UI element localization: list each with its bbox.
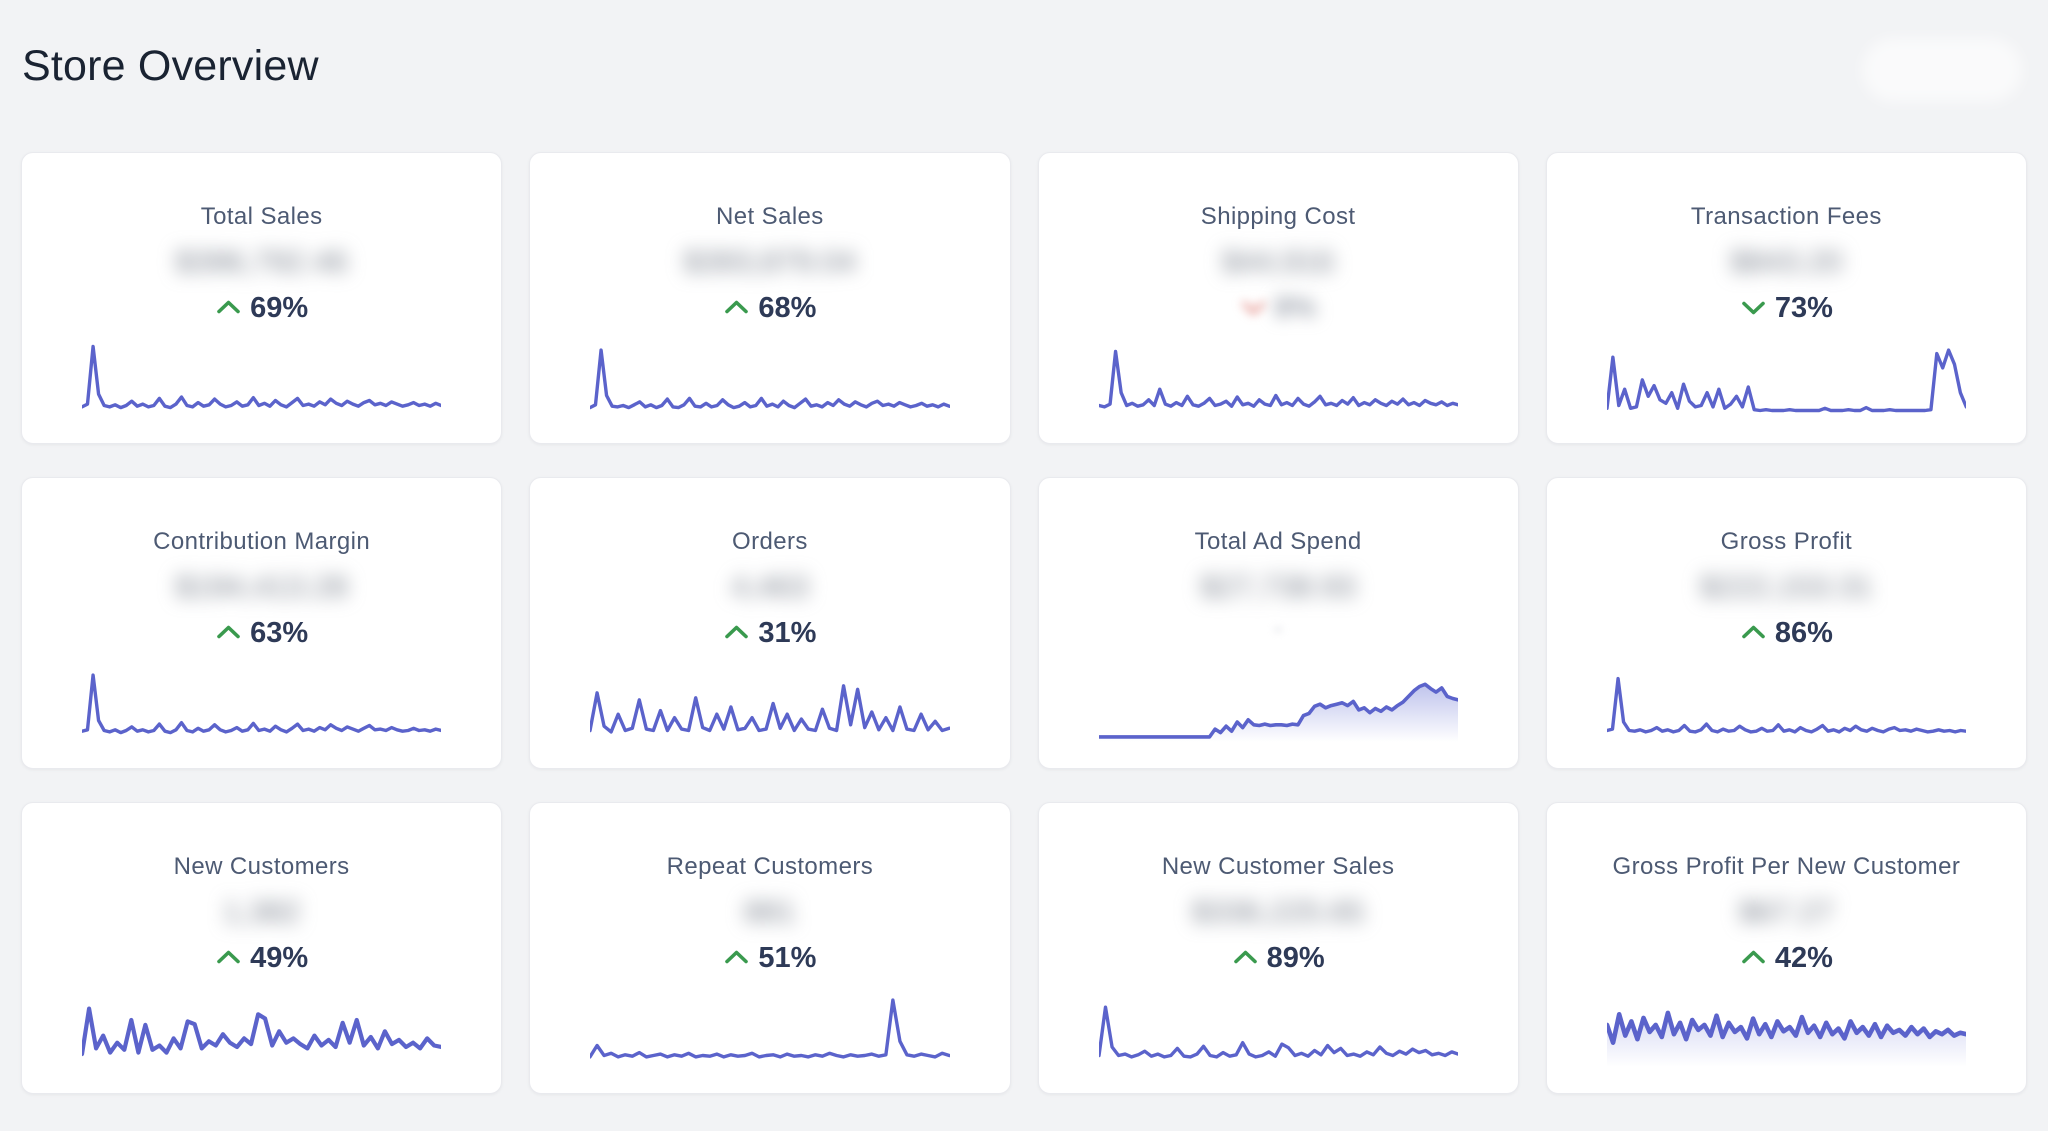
sparkline-chart xyxy=(1098,339,1458,417)
metric-change: 68% xyxy=(530,292,1009,325)
metric-card-orders[interactable]: Orders 4,463 31% xyxy=(529,477,1011,769)
metric-card-new-customers[interactable]: New Customers 1,382 49% xyxy=(21,802,503,1094)
change-arrow-up-icon xyxy=(215,292,242,325)
metric-card-title: Total Ad Spend xyxy=(1194,528,1362,555)
metric-change: 69% xyxy=(22,292,501,325)
metric-card-value-blurred: $222,153.31 xyxy=(1700,569,1873,604)
metric-card-value-blurred: 881 xyxy=(744,894,796,929)
metric-card-title: Total Sales xyxy=(200,203,323,230)
metric-card-total-sales[interactable]: Total Sales $396,792.46 69% xyxy=(21,152,503,444)
metric-card-repeat-customers[interactable]: Repeat Customers 881 51% xyxy=(529,802,1011,1094)
metric-change: 73% xyxy=(1547,292,2026,325)
change-arrow-up-icon xyxy=(723,617,750,650)
sparkline-chart xyxy=(1606,664,1966,742)
sparkline-chart xyxy=(590,664,950,742)
metric-change: - xyxy=(1039,617,1518,641)
sparkline-chart xyxy=(590,339,950,417)
metric-card-title: Orders xyxy=(732,528,808,555)
metric-card-title: Contribution Margin xyxy=(153,528,371,555)
change-arrow-up-icon xyxy=(1740,617,1767,650)
change-arrow-up-icon xyxy=(723,942,750,975)
change-percent: 49% xyxy=(250,942,309,974)
metric-card-title: Shipping Cost xyxy=(1200,203,1356,230)
sparkline-chart xyxy=(82,339,442,417)
change-percent: 63% xyxy=(250,617,309,649)
sparkline-chart xyxy=(1098,664,1458,742)
change-percent: 68% xyxy=(758,292,817,324)
metric-card-contribution-margin[interactable]: Contribution Margin $194,413.28 63% xyxy=(21,477,503,769)
metric-card-gross-profit-per-new-customer[interactable]: Gross Profit Per New Customer $67.27 42% xyxy=(1545,802,2027,1094)
metric-change: 42% xyxy=(1547,942,2026,975)
change-percent: 89% xyxy=(1266,942,1325,974)
metric-card-grid: Total Sales $396,792.46 69% Net Sales $3… xyxy=(21,152,2027,1094)
metric-change: 51% xyxy=(530,942,1009,975)
change-percent: 31% xyxy=(758,617,817,649)
change-percent: 51% xyxy=(758,942,817,974)
sparkline-chart xyxy=(1606,339,1966,417)
metric-card-value-blurred: 4,463 xyxy=(731,569,809,604)
metric-card-title: Gross Profit Per New Customer xyxy=(1612,853,1961,880)
metric-change: 86% xyxy=(1547,617,2026,650)
metric-change: 63% xyxy=(22,617,501,650)
change-percent: 69% xyxy=(250,292,309,324)
change-percent: 86% xyxy=(1774,617,1833,649)
metric-card-value-blurred: $44,916 xyxy=(1222,244,1335,279)
metric-card-value-blurred: $393,879.04 xyxy=(683,244,857,279)
header-action-button[interactable] xyxy=(1862,38,2022,102)
sparkline-chart xyxy=(82,989,442,1067)
metric-card-title: Repeat Customers xyxy=(666,853,874,880)
sparkline-chart xyxy=(590,989,950,1067)
metric-card-value-blurred: 1,382 xyxy=(222,894,301,929)
metric-change: 31% xyxy=(530,617,1009,650)
metric-card-value-blurred: $67.27 xyxy=(1738,894,1834,929)
metric-card-gross-profit[interactable]: Gross Profit $222,153.31 86% xyxy=(1545,477,2027,769)
metric-change: 49% xyxy=(22,942,501,975)
metric-card-value-blurred: $396,792.46 xyxy=(175,244,348,279)
change-percent: 42% xyxy=(1774,942,1833,974)
metric-card-transaction-fees[interactable]: Transaction Fees $843.20 73% xyxy=(1545,152,2027,444)
sparkline-chart xyxy=(82,664,442,742)
metric-change: 89% xyxy=(1039,942,1518,975)
metric-card-net-sales[interactable]: Net Sales $393,879.04 68% xyxy=(529,152,1011,444)
metric-card-value-blurred: $194,413.28 xyxy=(175,569,348,604)
change-arrow-down-icon xyxy=(1740,292,1767,325)
metric-change: 8% xyxy=(1039,292,1518,325)
metric-card-new-customer-sales[interactable]: New Customer Sales $336,225.65 89% xyxy=(1037,802,1519,1094)
metric-card-title: New Customers xyxy=(173,853,350,880)
change-arrow-up-icon xyxy=(215,617,242,650)
metric-card-title: Transaction Fees xyxy=(1690,203,1882,230)
metric-card-value-blurred: $843.20 xyxy=(1730,244,1843,279)
change-percent: 8% xyxy=(1274,292,1317,324)
sparkline-chart xyxy=(1606,989,1966,1067)
change-arrow-up-icon xyxy=(1740,942,1767,975)
change-percent: 73% xyxy=(1774,292,1833,324)
change-arrow-up-icon xyxy=(215,942,242,975)
page-header: Store Overview xyxy=(0,0,2048,152)
change-arrow-up-icon xyxy=(723,292,750,325)
metric-card-total-ad-spend[interactable]: Total Ad Spend $27,738.93 - xyxy=(1037,477,1519,769)
change-arrow-up-icon xyxy=(1232,942,1259,975)
metric-card-shipping-cost[interactable]: Shipping Cost $44,916 8% xyxy=(1037,152,1519,444)
metric-card-title: New Customer Sales xyxy=(1161,853,1395,880)
metric-card-value-blurred: $336,225.65 xyxy=(1191,894,1365,929)
sparkline-chart xyxy=(1098,989,1458,1067)
change-percent: - xyxy=(1274,615,1283,642)
metric-card-title: Net Sales xyxy=(716,203,824,230)
metric-card-title: Gross Profit xyxy=(1720,528,1853,555)
metric-card-value-blurred: $27,738.93 xyxy=(1200,569,1356,604)
page-title: Store Overview xyxy=(22,42,319,90)
change-arrow-down-icon xyxy=(1240,292,1267,325)
